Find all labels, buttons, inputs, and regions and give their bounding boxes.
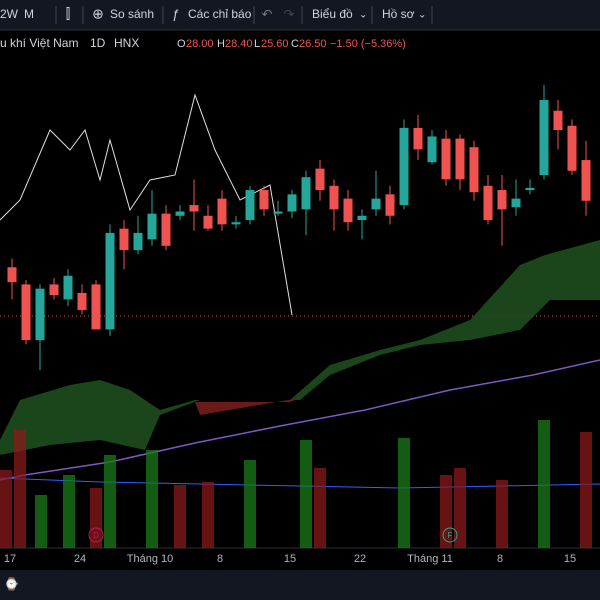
candle-body (343, 198, 353, 223)
x-axis: 17 24 Tháng 10 8 15 22 Tháng 11 8 15 (4, 553, 576, 565)
ohlc-key: L (254, 38, 260, 50)
ohlc-value: 28.40 (225, 38, 253, 50)
candle-body (455, 138, 465, 180)
candle-body (245, 190, 255, 221)
lagging-line (0, 93, 293, 316)
candle-body (581, 160, 591, 201)
candle-body (91, 284, 101, 330)
candle-body (161, 213, 171, 246)
ohlc-value: 25.60 (261, 38, 289, 50)
candle-body (287, 194, 297, 212)
redo-icon[interactable]: ↷ (284, 6, 295, 21)
candles (7, 85, 591, 371)
toolbar-texts: 2W M So sánh Các chỉ báo Biểu đồ Hồ sơ (0, 7, 415, 21)
chevron: ⌄ (359, 10, 367, 21)
ichimoku-cloud (0, 240, 600, 455)
ohlc-key: C (291, 38, 299, 50)
candle-body (231, 222, 241, 225)
x-tick-label: 24 (74, 553, 86, 565)
event-marker-label: D (93, 531, 99, 540)
candle-body (385, 194, 395, 216)
x-tick-label: 8 (217, 553, 223, 565)
interval-button[interactable]: M (24, 7, 34, 21)
candle-body (539, 100, 549, 176)
candle-type-icon[interactable]: ⫿ (66, 6, 70, 22)
ohlc-key: O (177, 38, 186, 50)
toolbar-separators (55, 6, 433, 24)
chevron: ⌄ (418, 10, 426, 21)
event-marker (442, 527, 458, 543)
candle-body (441, 138, 451, 180)
indicator-icon[interactable]: ƒ (172, 6, 179, 21)
profile-button[interactable]: Hồ sơ (382, 7, 415, 21)
indicators-button[interactable]: Các chỉ báo (188, 7, 252, 21)
candle-body (189, 205, 199, 212)
symbol-name: u khí Việt Nam (0, 36, 78, 50)
moving-average (0, 359, 600, 481)
bottom-bar (0, 570, 600, 600)
candle-body (273, 211, 283, 214)
event-marker (88, 527, 104, 543)
candle-body (301, 177, 311, 210)
x-tick-label: 15 (284, 553, 296, 565)
candle-body (567, 125, 577, 171)
volume-bars (0, 420, 592, 548)
x-tick-label: Tháng 11 (407, 553, 453, 565)
x-tick-label: Tháng 10 (127, 553, 173, 565)
x-tick-label: 15 (564, 553, 576, 565)
legend: u khí Việt Nam 1D HNX O 28.00 H 28.40 L … (0, 36, 406, 50)
interval-button[interactable]: 2W (0, 7, 19, 21)
chart-type-button[interactable]: Biểu đồ (312, 7, 353, 21)
candle-body (329, 185, 339, 210)
undo-icon[interactable]: ↶ (262, 6, 273, 21)
toolbar-bg (0, 0, 600, 30)
candle-body (357, 215, 367, 221)
candle-body (147, 213, 157, 240)
x-tick-label: 22 (354, 553, 366, 565)
candle-body (7, 267, 17, 283)
candle-body (315, 168, 325, 191)
symbol-interval: 1D (90, 36, 106, 50)
candle-body (399, 127, 409, 206)
ohlc-value: 28.00 (186, 38, 214, 50)
x-tick-label: 8 (497, 553, 503, 565)
ichimoku-cloud-red (195, 398, 300, 415)
candle-body (497, 190, 507, 210)
candle-body (77, 292, 87, 311)
candle-body (525, 187, 535, 191)
candle-body (63, 275, 73, 300)
ohlc-value: 26.50 (299, 38, 327, 50)
x-tick-label: 17 (4, 553, 16, 565)
candle-body (203, 215, 213, 229)
candle-body (175, 211, 185, 216)
bottom-icon: ⌚ (4, 577, 19, 591)
candle-body (133, 232, 143, 251)
candle-body (21, 284, 31, 341)
candle-body (427, 136, 437, 163)
candle-body (105, 232, 115, 330)
candle-body (371, 198, 381, 210)
candle-body (49, 284, 59, 296)
candle-body (483, 185, 493, 221)
event-marker-label: F (448, 531, 453, 540)
compare-button[interactable]: So sánh (110, 7, 154, 21)
ohlc-key: H (217, 38, 225, 50)
candle-body (553, 110, 563, 131)
candle-body (35, 288, 45, 341)
candle-body (511, 198, 521, 208)
candle-body (413, 127, 423, 150)
candle-body (119, 228, 129, 251)
symbol-exchange: HNX (114, 36, 139, 50)
compare-icon[interactable]: ⊕ (92, 6, 104, 22)
candle-body (217, 198, 227, 225)
candle-body (469, 147, 479, 193)
change: −1.50 (−5.36%) (330, 38, 406, 50)
candle-body (259, 190, 269, 210)
